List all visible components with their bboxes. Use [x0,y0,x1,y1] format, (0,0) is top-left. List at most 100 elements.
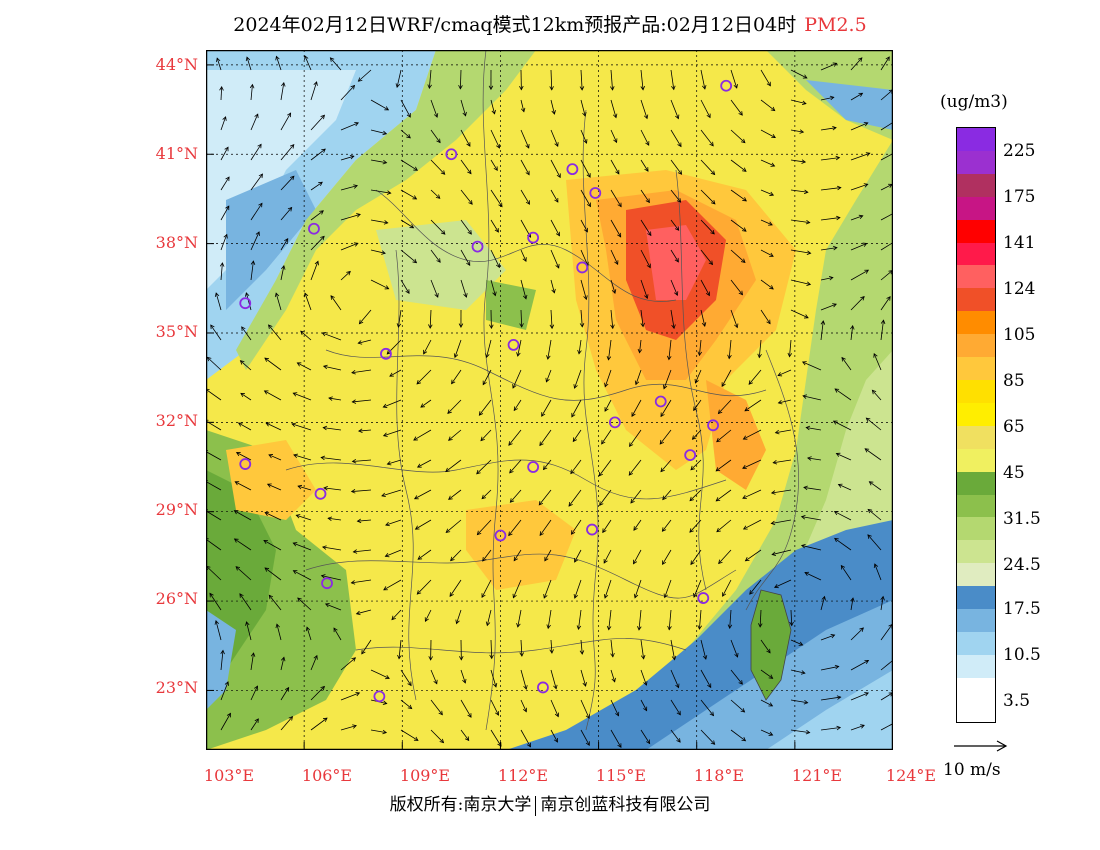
wind-arrow [310,81,318,101]
wind-arrow [790,219,811,225]
wind-arrow [633,579,642,599]
wind-arrow [640,159,649,172]
wind-arrow [519,69,524,91]
station-marker [321,577,333,590]
wind-arrow [773,579,792,589]
wind-arrow [245,621,252,641]
wind-arrow [220,681,229,701]
wind-arrow [790,249,812,255]
wind-arrow [670,699,681,716]
wind-arrow [544,549,552,562]
wind-arrow [476,459,492,475]
wind-arrow [322,425,342,431]
wind-arrow [700,69,707,90]
wind-arrow [760,189,775,196]
colorbar-segment [957,425,995,449]
wind-arrow [700,249,714,266]
wind-arrow [820,185,842,191]
colorbar-segment [957,654,995,678]
graticule [206,50,893,750]
wind-arrow [850,692,869,701]
station-marker [654,395,667,408]
wind-arrow [579,639,585,655]
wind-arrow [610,279,617,294]
wind-arrow [206,538,222,551]
wind-arrow [241,326,252,341]
wind-arrow [820,275,834,281]
wind-arrow [275,623,282,641]
station-marker [373,690,386,703]
station-marker [684,449,697,462]
wind-arrow [833,511,852,521]
wind-arrow [742,489,762,499]
wind-arrow [291,422,312,431]
wind-arrow [760,669,774,679]
wind-arrow [576,609,582,630]
wind-arrow [396,309,402,328]
wind-arrow [357,69,372,82]
wind-arrow [430,129,441,144]
wind-arrow [580,189,591,208]
station-marker [566,163,579,176]
wind-arrow [670,729,681,743]
copyright-text: 版权所有:南京大学 [389,795,532,815]
wind-arrow [550,129,559,147]
wind-arrow [449,579,462,597]
wind-arrow [603,579,612,599]
wind-arrow [416,579,432,595]
wind-arrow [447,399,462,414]
wind-arrow [543,579,552,599]
wind-arrow [550,729,558,743]
wind-arrow [400,189,418,200]
wind-arrow [568,489,582,507]
wind-arrow [300,330,312,341]
wind-arrow [670,189,682,203]
wind-arrow [430,159,446,175]
wind-arrow [509,489,522,503]
colorbar-tick-10-5: 10.5 [1003,645,1041,665]
wind-arrow [550,669,558,690]
wind-arrow [321,331,342,341]
wind-arrow [573,579,582,599]
wind-arrow [850,152,871,161]
wind-arrow [280,265,286,281]
wind-arrow [400,99,411,118]
orange-lower-yangtze [706,380,766,490]
map-title: 2024年02月12日WRF/cmaq模式12km预报产品:02月12日04时 P… [0,10,1100,37]
wind-arrow [352,549,372,554]
wind-arrow [458,309,464,328]
wind-arrow [700,309,707,327]
wind-arrow [880,242,893,251]
wind-arrow [580,99,587,117]
wind-arrow [790,279,812,286]
wind-arrow [700,699,715,717]
wind-arrow [327,516,342,521]
wind-arrow [280,206,293,221]
wind-arrow [690,549,702,566]
wind-arrow [382,399,402,408]
wind-arrow [599,489,612,506]
colorbar-tick-141: 141 [1003,233,1036,253]
wind-arrow [280,144,295,161]
wind-arrow [220,712,231,731]
wind-arrow [395,69,402,88]
wind-arrow [458,69,463,90]
wind-arrow [604,399,612,412]
wind-arrow [400,249,418,264]
wind-arrow [667,609,672,631]
wind-arrow [730,729,747,742]
wind-arrow [715,459,732,472]
colorbar-segment [957,379,995,403]
wind-arrow [430,189,441,199]
wind-arrow [850,295,865,311]
wind-arrow [850,122,869,131]
wind-arrow [760,279,774,290]
wind-arrow [430,279,439,298]
wind-arrow [520,189,530,205]
wind-arrow [268,454,282,461]
wind-arrow [700,219,715,235]
wind-arrow [480,429,492,442]
colorbar-segment [957,334,995,358]
wind-arrow [550,279,556,294]
colorbar-segment [957,494,995,518]
